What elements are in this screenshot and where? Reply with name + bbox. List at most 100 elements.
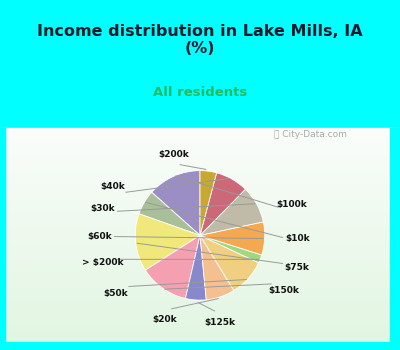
Bar bbox=[0, 193, 400, 195]
Bar bbox=[0, 178, 400, 180]
Bar bbox=[0, 270, 400, 272]
Bar bbox=[0, 208, 400, 209]
Text: $20k: $20k bbox=[152, 315, 177, 324]
Bar bbox=[0, 256, 400, 257]
Bar bbox=[0, 331, 400, 333]
Bar bbox=[0, 235, 400, 237]
Bar bbox=[0, 155, 400, 158]
Bar bbox=[0, 135, 400, 137]
Bar bbox=[0, 228, 400, 230]
Bar bbox=[0, 200, 400, 202]
Bar bbox=[0, 196, 400, 198]
Bar bbox=[0, 220, 400, 222]
Bar bbox=[0, 272, 400, 274]
Bar bbox=[0, 265, 400, 267]
Bar bbox=[0, 239, 400, 241]
Bar bbox=[0, 167, 400, 168]
Bar bbox=[0, 218, 400, 220]
Bar bbox=[0, 254, 400, 256]
Bar bbox=[0, 244, 400, 246]
Bar bbox=[0, 344, 400, 346]
Bar bbox=[0, 181, 400, 183]
Wedge shape bbox=[152, 171, 200, 235]
Bar bbox=[0, 300, 400, 302]
Wedge shape bbox=[145, 235, 200, 299]
Bar bbox=[0, 302, 400, 304]
Bar bbox=[0, 259, 400, 261]
Bar bbox=[0, 243, 400, 244]
Bar bbox=[0, 194, 400, 196]
Bar bbox=[0, 284, 400, 285]
Text: $100k: $100k bbox=[276, 200, 307, 209]
Bar bbox=[0, 346, 400, 348]
Bar bbox=[0, 287, 400, 289]
Bar bbox=[0, 137, 400, 139]
Text: > $200k: > $200k bbox=[82, 258, 124, 267]
Bar bbox=[0, 278, 400, 280]
Text: $50k: $50k bbox=[104, 289, 128, 298]
Text: $125k: $125k bbox=[204, 318, 235, 327]
Bar bbox=[0, 261, 400, 263]
Bar bbox=[0, 226, 400, 228]
Bar bbox=[0, 145, 400, 146]
Bar bbox=[0, 165, 400, 167]
Bar bbox=[0, 317, 400, 318]
Bar bbox=[0, 257, 400, 259]
Bar bbox=[0, 174, 400, 176]
Wedge shape bbox=[200, 235, 259, 290]
Bar bbox=[0, 337, 400, 339]
Bar bbox=[0, 274, 400, 276]
Bar bbox=[0, 189, 400, 191]
Bar bbox=[0, 268, 400, 270]
Bar bbox=[0, 183, 400, 185]
Bar bbox=[0, 139, 400, 141]
Bar bbox=[0, 246, 400, 248]
Bar bbox=[0, 180, 400, 181]
Text: $30k: $30k bbox=[90, 204, 115, 213]
Bar bbox=[0, 159, 400, 161]
Text: $75k: $75k bbox=[285, 263, 310, 272]
Bar bbox=[0, 306, 400, 307]
Wedge shape bbox=[139, 192, 200, 235]
Bar bbox=[0, 311, 400, 313]
Bar bbox=[0, 281, 400, 284]
Wedge shape bbox=[200, 235, 262, 263]
Text: $150k: $150k bbox=[269, 286, 300, 295]
Bar bbox=[0, 163, 400, 165]
Bar bbox=[0, 205, 400, 208]
Bar bbox=[0, 152, 400, 154]
Bar bbox=[0, 233, 400, 235]
Bar bbox=[0, 291, 400, 293]
Wedge shape bbox=[135, 214, 200, 270]
Wedge shape bbox=[200, 235, 234, 300]
Text: $60k: $60k bbox=[87, 232, 112, 241]
Bar bbox=[0, 250, 400, 252]
Bar bbox=[0, 211, 400, 213]
Bar bbox=[0, 198, 400, 200]
Bar bbox=[0, 263, 400, 265]
Bar bbox=[0, 276, 400, 278]
Bar bbox=[0, 333, 400, 335]
Bar bbox=[0, 217, 400, 218]
Bar bbox=[0, 343, 400, 344]
Bar bbox=[0, 213, 400, 215]
Bar bbox=[0, 191, 400, 192]
Text: All residents: All residents bbox=[153, 86, 247, 99]
Bar bbox=[0, 322, 400, 324]
Bar bbox=[0, 224, 400, 226]
Wedge shape bbox=[186, 235, 206, 300]
Text: $40k: $40k bbox=[100, 182, 125, 191]
Bar bbox=[0, 326, 400, 328]
Bar bbox=[0, 133, 400, 135]
Bar bbox=[0, 237, 400, 239]
Bar bbox=[0, 202, 400, 204]
Bar bbox=[0, 307, 400, 309]
Bar bbox=[0, 146, 400, 148]
Bar bbox=[0, 328, 400, 330]
Bar bbox=[0, 172, 400, 174]
Bar bbox=[0, 222, 400, 224]
Bar bbox=[0, 252, 400, 254]
Text: $10k: $10k bbox=[285, 234, 310, 243]
Bar bbox=[0, 267, 400, 268]
Bar bbox=[0, 154, 400, 155]
